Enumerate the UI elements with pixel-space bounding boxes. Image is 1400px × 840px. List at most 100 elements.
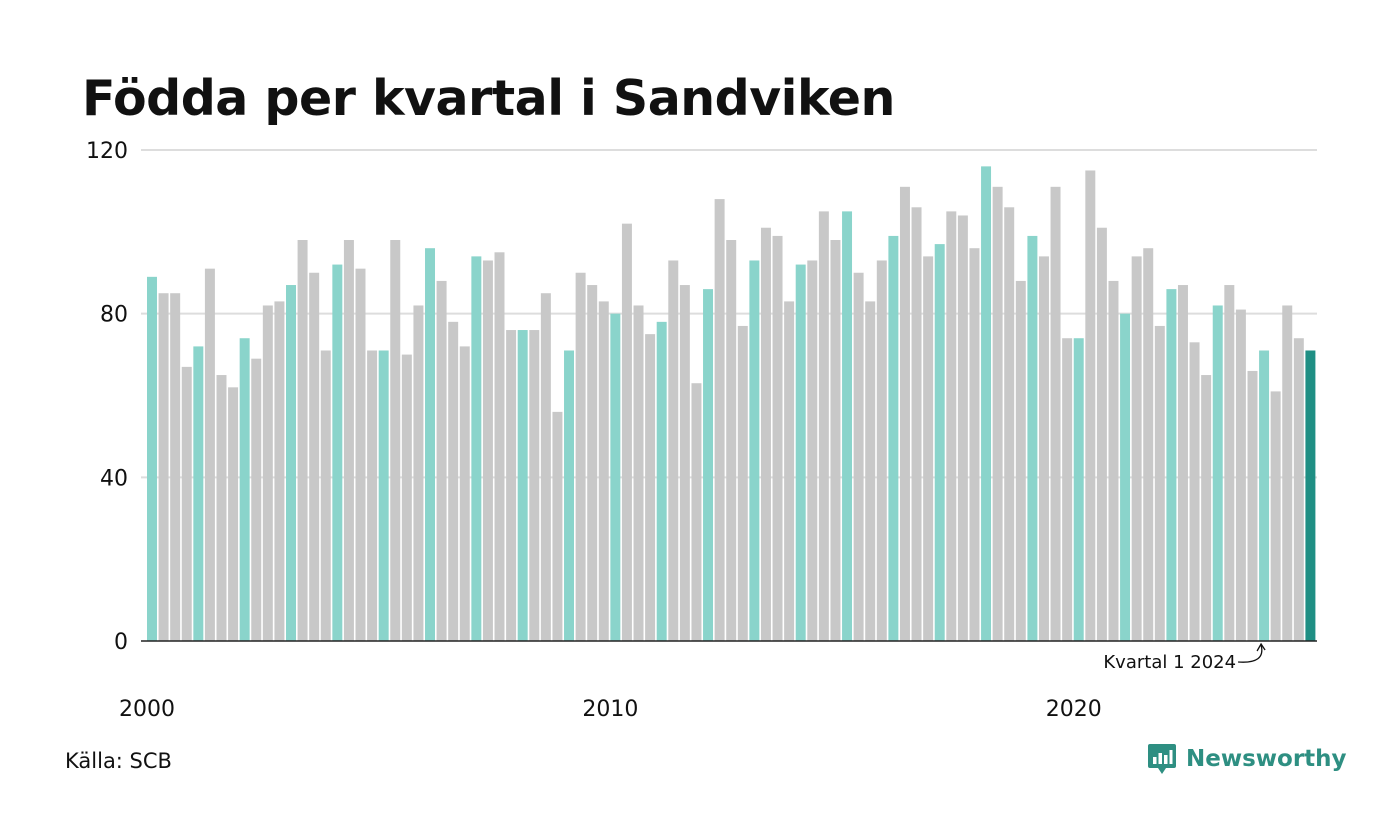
y-tick-label: 0 — [114, 630, 128, 655]
bar — [216, 375, 227, 641]
bar — [818, 211, 829, 642]
bar — [471, 256, 482, 641]
source-label: Källa: SCB — [65, 749, 172, 773]
bar — [1293, 338, 1304, 641]
bar — [529, 330, 540, 641]
bar — [1143, 248, 1154, 641]
bar — [401, 354, 412, 641]
bar — [448, 321, 459, 641]
y-tick-label: 80 — [100, 303, 128, 328]
bar — [1015, 280, 1026, 641]
bar — [888, 235, 899, 641]
bar — [1189, 342, 1200, 641]
bar — [1027, 235, 1038, 641]
bar — [158, 293, 169, 641]
bar — [1120, 313, 1131, 641]
bar — [1177, 285, 1188, 641]
bar — [367, 350, 378, 641]
bar — [390, 240, 401, 641]
bar — [1282, 305, 1293, 641]
bar — [830, 240, 841, 641]
bar — [587, 285, 598, 641]
bar — [170, 293, 181, 641]
x-tick-label: 2020 — [1046, 697, 1102, 722]
bar — [1050, 186, 1061, 641]
bar — [876, 260, 887, 641]
bar — [969, 248, 980, 641]
bar — [760, 227, 771, 642]
bar — [749, 260, 760, 641]
bar — [181, 366, 192, 641]
bar — [645, 334, 656, 642]
x-tick-label: 2000 — [119, 697, 175, 722]
bar — [239, 338, 250, 641]
bar — [1154, 325, 1165, 641]
bar — [1062, 338, 1073, 641]
bar — [517, 330, 528, 641]
bar — [1201, 375, 1212, 641]
bar — [772, 235, 783, 641]
bar — [1259, 350, 1270, 641]
bar — [911, 207, 922, 641]
bar — [343, 240, 354, 641]
newsworthy-logo-icon — [1148, 744, 1176, 774]
bar — [1073, 338, 1084, 641]
bar — [1247, 370, 1258, 641]
annotation-arrowhead — [1256, 642, 1266, 652]
y-tick-label: 40 — [100, 466, 128, 491]
bar — [309, 272, 320, 641]
bar — [853, 272, 864, 641]
bar — [946, 211, 957, 642]
bar — [1212, 305, 1223, 641]
bar — [320, 350, 331, 641]
bar — [1085, 170, 1096, 641]
bar — [297, 240, 308, 641]
bar — [413, 305, 424, 641]
bar — [621, 223, 632, 641]
bar — [656, 321, 667, 641]
bar — [459, 346, 470, 641]
bar — [807, 260, 818, 641]
bar — [714, 199, 725, 641]
bar — [494, 252, 505, 642]
bar — [668, 260, 679, 641]
bar — [957, 215, 968, 641]
bar — [378, 350, 389, 641]
bar — [436, 280, 447, 641]
annotation-arrow — [1238, 644, 1263, 663]
bar — [610, 313, 621, 641]
bar — [482, 260, 493, 641]
bar — [934, 244, 945, 642]
bar — [795, 264, 806, 641]
bar — [425, 248, 435, 641]
bar — [899, 186, 910, 641]
bar — [598, 301, 609, 641]
bar — [633, 305, 644, 641]
bar — [575, 272, 586, 641]
bar — [923, 256, 934, 641]
bar — [506, 330, 517, 641]
bar — [147, 276, 157, 641]
bar — [1096, 227, 1107, 642]
bar — [540, 293, 551, 641]
bar — [355, 268, 366, 641]
bar — [992, 186, 1003, 641]
bar — [1166, 289, 1177, 641]
bar — [262, 305, 273, 641]
bar — [981, 166, 992, 641]
annotation-label: Kvartal 1 2024 — [1103, 652, 1236, 673]
bar — [1131, 256, 1142, 641]
bar — [204, 268, 215, 641]
bar — [737, 325, 748, 641]
bar — [552, 411, 563, 641]
bar — [691, 383, 702, 641]
bar — [1004, 207, 1015, 641]
bar — [679, 285, 690, 641]
bar — [842, 211, 853, 642]
bar — [784, 301, 795, 641]
bar — [726, 240, 737, 641]
bar — [865, 301, 876, 641]
bar — [274, 301, 285, 641]
chart-title: Födda per kvartal i Sandviken — [82, 70, 895, 127]
